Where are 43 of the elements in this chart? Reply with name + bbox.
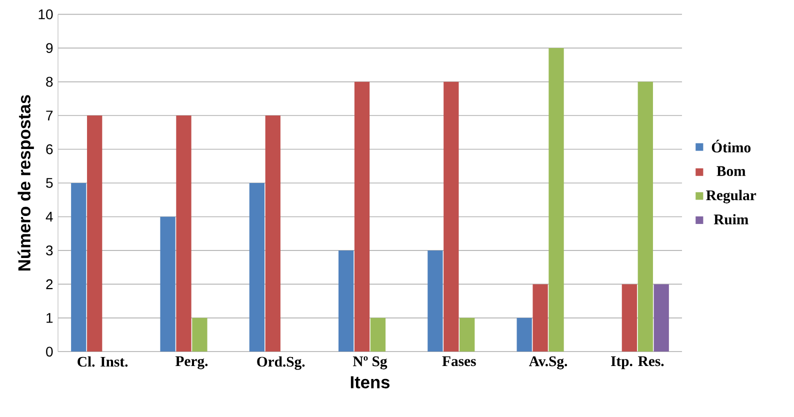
bar	[516, 318, 532, 352]
bar	[176, 116, 192, 352]
x-tick-label: Av.Sg.	[529, 356, 568, 370]
bar	[249, 182, 265, 352]
y-tick-label: 7	[46, 110, 53, 120]
bar	[654, 284, 669, 352]
bar	[160, 216, 176, 352]
x-tick-label: Ord.Sg.	[257, 356, 305, 370]
x-tick-label: Itp. Res.	[611, 356, 664, 370]
y-tick-label: 1	[46, 313, 53, 323]
bar	[71, 182, 86, 352]
x-tick-label: Nº Sg	[352, 356, 388, 370]
x-tick-label: Fases	[442, 356, 476, 366]
y-tick-label: 4	[46, 212, 53, 222]
bar	[532, 284, 548, 352]
x-tick-label: Cl. Inst.	[78, 356, 128, 367]
y-tick-label: 0	[46, 346, 53, 357]
x-axis-title: Itens	[350, 376, 390, 388]
y-tick-label: 3	[46, 246, 53, 256]
y-axis-title: Número de respostas	[18, 95, 34, 270]
y-tick-label: 10	[38, 9, 53, 20]
bar	[265, 116, 280, 352]
bar	[444, 82, 459, 352]
bar	[87, 116, 102, 352]
legend-label: Regular	[706, 190, 756, 204]
bar	[428, 250, 443, 352]
y-tick-label: 9	[46, 43, 53, 54]
x-tick-label: Perg.	[175, 356, 208, 370]
bar	[638, 82, 653, 352]
legend-label: Bom	[716, 166, 746, 176]
bar	[354, 82, 370, 352]
bar	[370, 318, 386, 352]
legend-label: Ótimo	[712, 140, 751, 152]
y-tick-label: 6	[46, 144, 53, 154]
y-tick-label: 2	[46, 279, 53, 290]
bar	[460, 318, 475, 352]
legend-label: Ruim	[714, 214, 748, 224]
y-tick-label: 5	[46, 178, 53, 188]
bar	[548, 48, 564, 352]
y-tick-label: 8	[46, 76, 53, 87]
bar	[338, 250, 354, 352]
bar	[622, 284, 638, 352]
bar	[192, 318, 208, 352]
